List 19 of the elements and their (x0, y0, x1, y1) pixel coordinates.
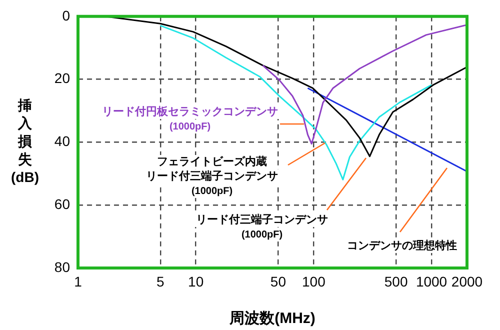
y-tick-label: 60 (54, 196, 70, 212)
x-tick-label: 1 (74, 273, 82, 290)
x-tick-label: 1000 (416, 273, 448, 290)
x-axis-title: 周波数(MHz) (228, 310, 316, 328)
text: フェライトビーズ内蔵リード付三端子コンデンサ(1000pF) (146, 155, 278, 197)
x-tick-label: 100 (302, 273, 326, 290)
text: リード付三端子コンデンサ(1000pF) (196, 213, 328, 240)
x-tick-label: 500 (384, 273, 408, 290)
series-label: リード付円板セラミックコンデンサ(1000pF) (102, 105, 278, 132)
x-tick-label: 50 (270, 273, 286, 290)
x-tick-label: 5 (156, 273, 164, 290)
y-axis-title: 挿入損失(dB) (11, 97, 39, 186)
x-tick-label: 2000 (451, 273, 483, 290)
y-tick-label: 0 (62, 7, 70, 24)
x-tick-label: 10 (188, 273, 204, 290)
y-tick-label: 80 (54, 258, 70, 275)
y-tick-label: 20 (54, 70, 70, 86)
y-tick-label: 40 (54, 133, 70, 150)
text: コンデンサの理想特性 (347, 239, 457, 252)
